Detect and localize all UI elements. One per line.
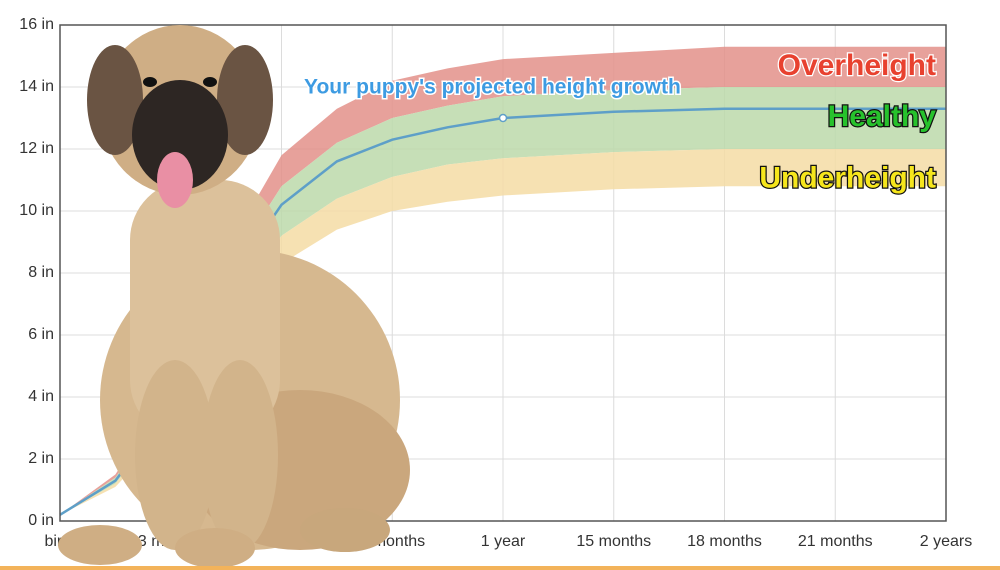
y-tick-label: 12 in: [19, 140, 54, 157]
y-tick-label: 16 in: [19, 16, 54, 33]
y-tick-label: 10 in: [19, 202, 54, 219]
x-tick-label: 15 months: [576, 533, 651, 550]
band: [60, 149, 946, 515]
y-tick-label: 6 in: [28, 326, 54, 343]
band: [60, 46, 946, 515]
y-tick-label: 14 in: [19, 78, 54, 95]
y-tick-label: 0 in: [28, 512, 54, 529]
band-label: Underheight: [759, 162, 936, 195]
x-tick-label: 21 months: [798, 533, 873, 550]
band-label: Healthy: [828, 100, 937, 133]
dog-illustration: [58, 25, 410, 568]
x-tick-label: 1 year: [481, 533, 526, 550]
x-tick-label: 2 years: [920, 533, 972, 550]
y-tick-label: 2 in: [28, 450, 54, 467]
bottom-strip: [0, 566, 1000, 570]
band-label: Overheight: [778, 49, 936, 82]
y-tick-label: 4 in: [28, 388, 54, 405]
annotation: Your puppy's projected height growth: [304, 76, 681, 99]
x-tick-label: 18 months: [687, 533, 762, 550]
plot-border: [59, 24, 947, 522]
band: [60, 87, 946, 515]
y-tick-label: 8 in: [28, 264, 54, 281]
projected-point: [498, 113, 508, 123]
